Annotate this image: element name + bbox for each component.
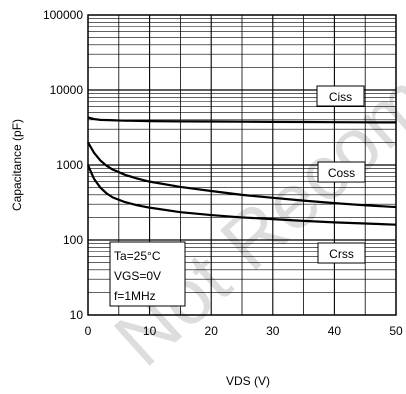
x-axis-title: VDS (V): [226, 374, 270, 388]
y-tick-label: 1000: [56, 158, 83, 172]
x-tick-label: 0: [85, 324, 92, 338]
series-label-crss-text: Crss: [329, 247, 354, 261]
series-label-crss: Crss: [317, 242, 366, 264]
x-tick-label: 10: [143, 324, 157, 338]
condition-vgs: VGS=0V: [114, 269, 161, 283]
condition-temperature: Ta=25°C: [114, 249, 161, 263]
y-tick-label: 10: [70, 308, 84, 322]
series-label-coss: Coss: [317, 161, 366, 183]
condition-frequency: f=1MHz: [114, 289, 156, 303]
x-tick-label: 20: [205, 324, 219, 338]
series-line-coss: [87, 141, 397, 209]
y-tick-label: 100: [63, 233, 83, 247]
x-tick-label: 50: [389, 324, 403, 338]
conditions-box: Ta=25°C VGS=0V f=1MHz: [109, 241, 186, 307]
y-axis-title: Capacitance (pF): [10, 119, 24, 211]
series-label-ciss-text: Ciss: [329, 90, 352, 104]
x-tick-label: 30: [266, 324, 280, 338]
series-label-ciss: Ciss: [316, 85, 365, 107]
y-tick-label: 10000: [50, 83, 84, 97]
series-label-coss-text: Coss: [328, 166, 355, 180]
series-line-crss: [86, 164, 397, 226]
series-line-ciss: [87, 116, 397, 124]
x-tick-label: 40: [328, 324, 342, 338]
series-layer: [86, 116, 397, 226]
y-tick-label: 100000: [43, 8, 83, 22]
